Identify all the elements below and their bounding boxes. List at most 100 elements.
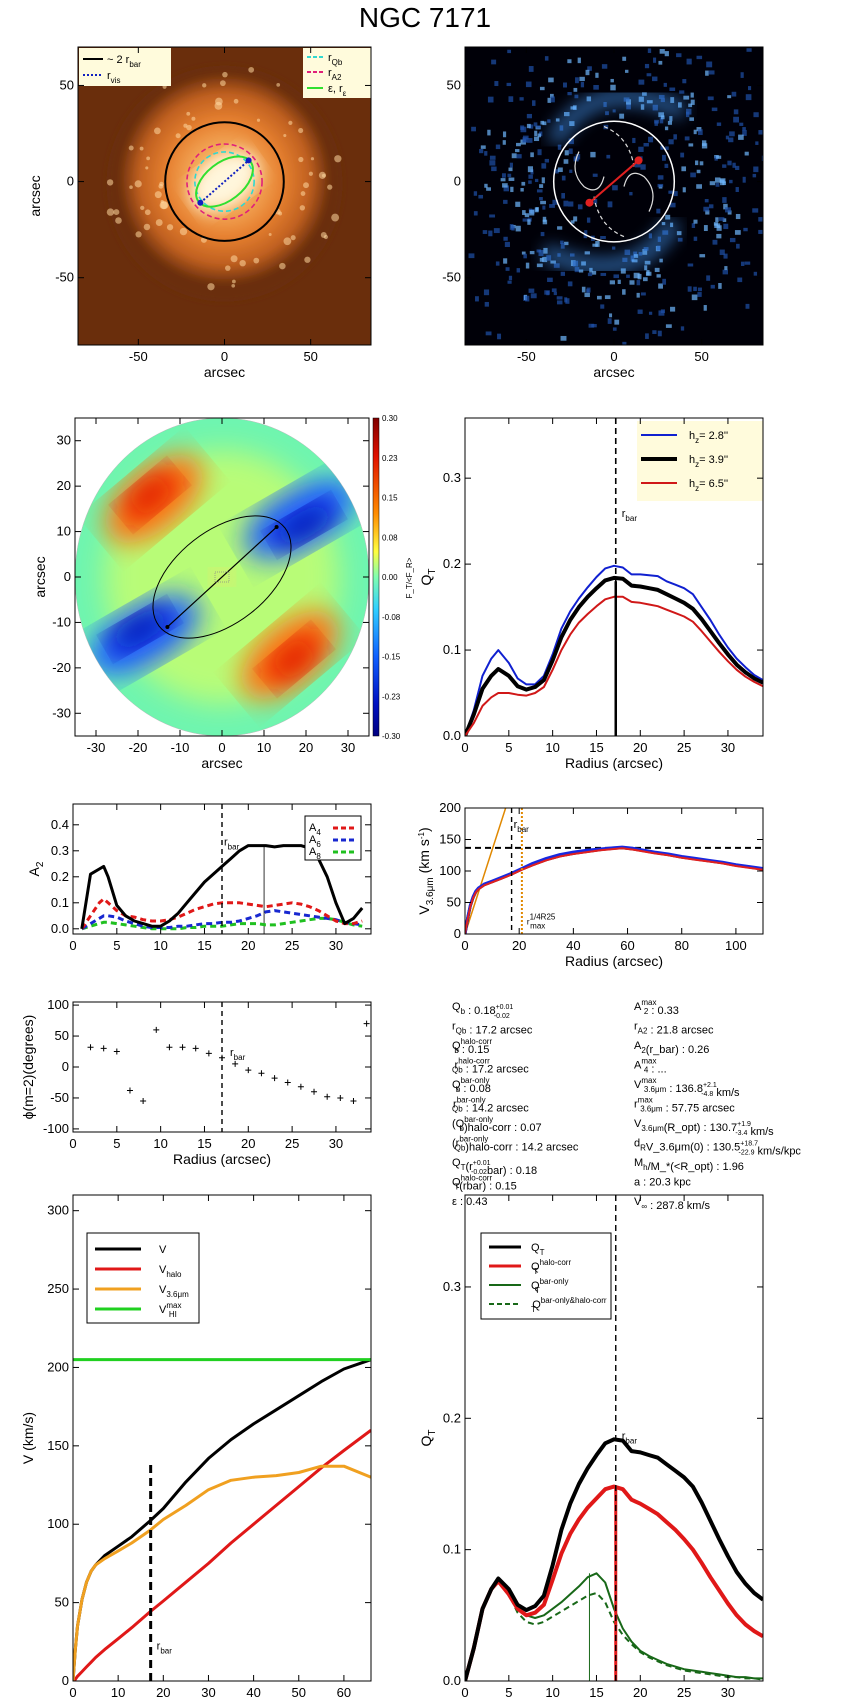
plot-frame bbox=[464, 417, 764, 737]
residual-pixel bbox=[592, 243, 598, 247]
residual-pixel bbox=[629, 191, 633, 196]
residual-pixel bbox=[723, 223, 729, 230]
residual-pixel bbox=[536, 189, 543, 193]
residual-pixel bbox=[624, 249, 631, 255]
legend-entry: Qbar-only T bbox=[531, 1277, 568, 1295]
residual-pixel bbox=[727, 160, 732, 166]
residual-pixel bbox=[658, 112, 665, 118]
residual-pixel bbox=[703, 206, 710, 212]
qt-decomp-curve bbox=[465, 1484, 763, 1681]
y-axis-label: V (km/s) bbox=[20, 1412, 36, 1464]
residual-pixel bbox=[738, 134, 744, 140]
x-tick-label: 10 bbox=[545, 740, 559, 755]
phase-point bbox=[311, 1088, 318, 1095]
hii-knot bbox=[300, 191, 306, 196]
residual-pixel bbox=[648, 311, 653, 315]
residual-pixel bbox=[716, 122, 722, 126]
residual-pixel bbox=[739, 122, 744, 126]
residual-pixel bbox=[583, 234, 588, 239]
residual-pixel bbox=[503, 199, 508, 204]
colorbar-tick: -0.23 bbox=[382, 692, 401, 701]
residual-pixel bbox=[634, 163, 641, 168]
residual-pixel bbox=[544, 56, 549, 61]
r-bar-label: rbar bbox=[622, 508, 638, 523]
residual-pixel bbox=[612, 109, 616, 113]
residual-pixel bbox=[515, 225, 521, 232]
residual-pixel bbox=[528, 124, 534, 129]
residual-pixel bbox=[688, 143, 694, 147]
stat-right-row: V3.6μm(R_opt) : 130.7+1.9 -3.4 km/s bbox=[634, 1118, 774, 1138]
phase-point bbox=[126, 1087, 133, 1094]
stat-right-row: rA2 : 21.8 arcsec bbox=[634, 1021, 714, 1037]
hii-knot bbox=[106, 179, 114, 186]
x-tick-label: -50 bbox=[517, 349, 536, 364]
qt-decomp-curve bbox=[465, 1437, 763, 1681]
bar-end-point bbox=[165, 624, 170, 629]
residual-pixel bbox=[539, 197, 543, 201]
residual-pixel bbox=[636, 280, 641, 286]
residual-pixel bbox=[510, 186, 514, 193]
residual-pixel bbox=[563, 200, 569, 207]
residual-pixel bbox=[528, 66, 534, 72]
x-tick-label: -30 bbox=[87, 740, 106, 755]
x-tick-label: 20 bbox=[633, 1685, 647, 1700]
panel-p4: rbar hz= 2.8'' hz= 3.9'' hz= 6.5'' 0 5 10 15 20 2… bbox=[418, 417, 764, 771]
residual-pixel bbox=[664, 163, 669, 168]
residual-pixel bbox=[723, 203, 728, 210]
hii-knot bbox=[113, 209, 120, 216]
residual-pixel bbox=[528, 288, 535, 293]
colorbar-tick: 0.30 bbox=[382, 414, 398, 423]
x-axis-label: arcsec bbox=[593, 364, 634, 380]
residual-pixel bbox=[489, 214, 496, 218]
residual-pixel bbox=[584, 230, 588, 236]
stat-right-row: A2(r_bar) : 0.26 bbox=[634, 1040, 709, 1056]
hii-knot bbox=[129, 185, 133, 190]
residual-pixel bbox=[698, 129, 703, 136]
hii-knot bbox=[256, 118, 261, 122]
residual-pixel bbox=[527, 166, 533, 173]
legend-rvis: rvis bbox=[107, 70, 120, 85]
plot-area bbox=[465, 808, 763, 934]
residual-pixel bbox=[487, 129, 491, 136]
residual-pixel bbox=[643, 142, 649, 147]
x-tick-label: 5 bbox=[113, 1136, 120, 1151]
residual-pixel bbox=[664, 51, 669, 57]
residual-pixel bbox=[662, 278, 667, 285]
residual-pixel bbox=[539, 184, 544, 188]
bar-ellipse bbox=[152, 515, 292, 639]
y-tick-label: 0.1 bbox=[443, 642, 461, 657]
residual-pixel bbox=[507, 49, 512, 54]
fourier-curve bbox=[80, 897, 363, 930]
residual-pixel bbox=[590, 151, 596, 158]
x-axis-label: Radius (arcsec) bbox=[565, 953, 663, 969]
residual-pixel bbox=[699, 254, 706, 258]
legend-entry: Vmax HI bbox=[159, 1301, 181, 1319]
y-axis-label: QT bbox=[418, 569, 438, 586]
r-bar-label: rbar bbox=[224, 837, 240, 852]
residual-pixel bbox=[484, 301, 489, 307]
plot-area bbox=[465, 1437, 763, 1681]
residual-pixel bbox=[516, 154, 522, 159]
residual-pixel bbox=[542, 205, 546, 210]
phase-point bbox=[205, 1050, 212, 1057]
y-tick-label: 0.2 bbox=[443, 1410, 461, 1425]
phase-point bbox=[324, 1093, 331, 1100]
residual-pixel bbox=[526, 113, 532, 119]
spiral-arm bbox=[540, 216, 682, 276]
fourier-curve bbox=[81, 909, 363, 931]
residual-pixel bbox=[484, 151, 488, 156]
x-tick-label: 40 bbox=[566, 938, 580, 953]
residual-pixel bbox=[551, 288, 557, 293]
stat-left-row: Qbar-only b : 0.08 bbox=[452, 1076, 491, 1095]
hii-knot bbox=[175, 133, 181, 139]
residual-pixel bbox=[727, 95, 732, 99]
velocity-curve bbox=[73, 1464, 371, 1681]
hii-knot bbox=[128, 145, 134, 151]
residual-pixel bbox=[612, 185, 618, 191]
residual-pixel bbox=[561, 193, 566, 199]
figure-title: NGC 7171 bbox=[358, 2, 492, 33]
residual-pixel bbox=[564, 297, 568, 303]
residual-pixel bbox=[716, 225, 722, 231]
residual-pixel bbox=[570, 220, 575, 224]
residual-pixel bbox=[752, 173, 757, 178]
